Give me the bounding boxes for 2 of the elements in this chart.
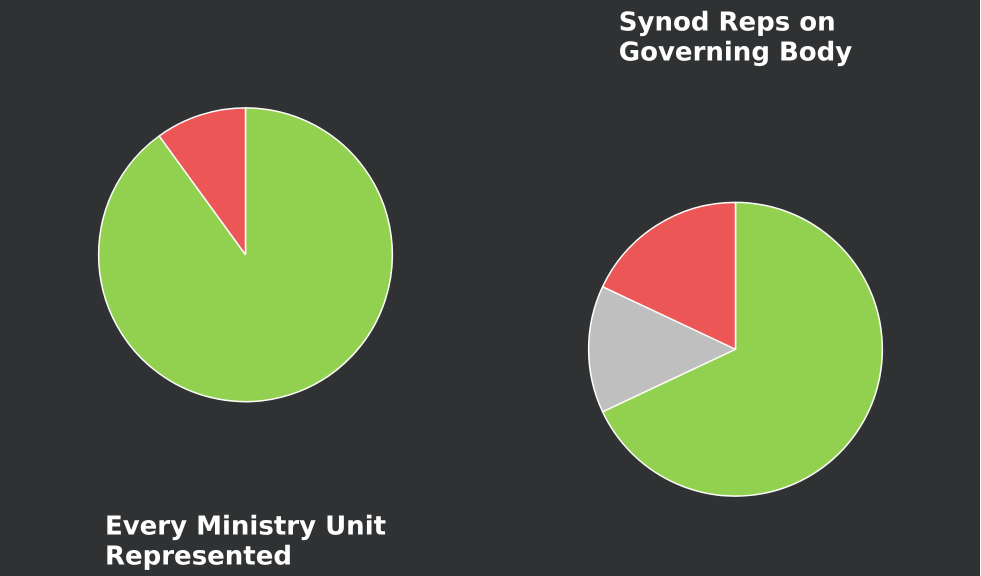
chart-title: Synod Reps on Governing Body	[618, 8, 852, 68]
text: Every Ministry Unit Represented	[104, 512, 386, 572]
